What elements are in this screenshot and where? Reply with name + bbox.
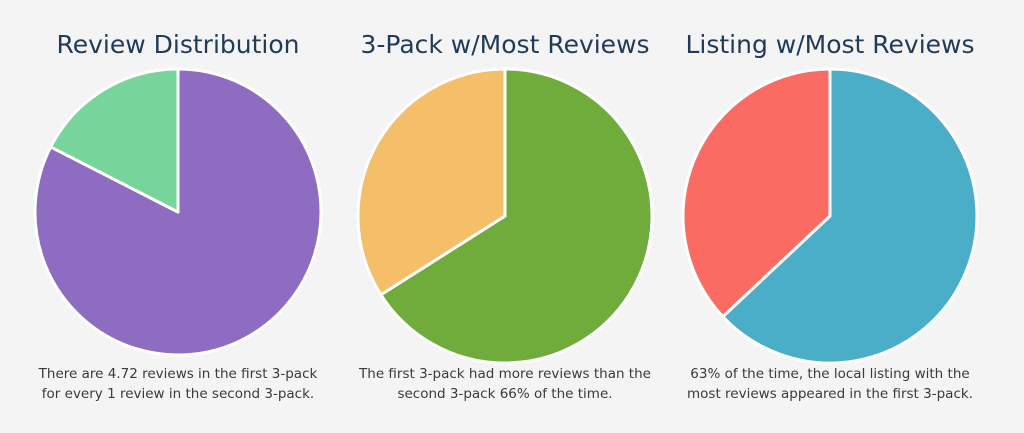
pie-slice [356, 67, 507, 297]
caption: most reviews appeared in the first 3-pac… [687, 386, 973, 402]
pie-slice [33, 67, 323, 357]
chart-title: Review Distribution [57, 30, 300, 59]
pie-slice [379, 67, 654, 365]
pie-slice [721, 67, 979, 365]
chart-title: 3-Pack w/Most Reviews [360, 30, 649, 59]
caption: second 3-pack 66% of the time. [397, 386, 612, 402]
caption: 63% of the time, the local listing with … [690, 366, 969, 382]
pie-slice [49, 67, 180, 214]
caption: The first 3-pack had more reviews than t… [358, 366, 651, 382]
caption: for every 1 review in the second 3-pack. [42, 386, 314, 402]
chart-title: Listing w/Most Reviews [685, 30, 974, 59]
caption: There are 4.72 reviews in the first 3-pa… [38, 366, 318, 382]
pie-slice [681, 67, 832, 319]
